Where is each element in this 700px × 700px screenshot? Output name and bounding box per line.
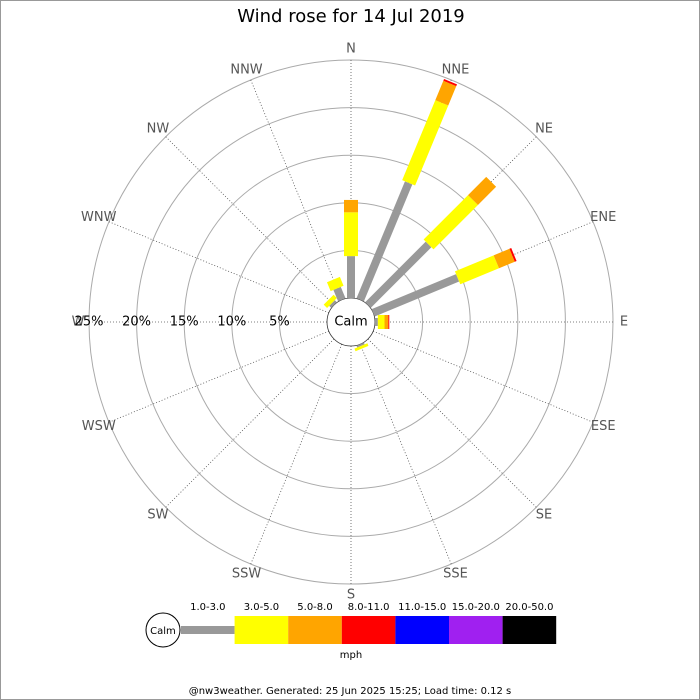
legend-calm-label: Calm: [150, 626, 176, 637]
legend-label: 8.0-11.0: [348, 602, 390, 613]
spoke: [165, 136, 335, 306]
bar-segment: [402, 100, 449, 186]
bar-segment: [423, 195, 478, 250]
legend-calm: [145, 612, 181, 648]
bar-segment: [326, 276, 344, 292]
bar-segment: [454, 255, 499, 285]
bar-segment: [384, 315, 389, 329]
legend-swatch: [234, 616, 289, 644]
bar-segment: [365, 241, 432, 308]
direction-label: N: [346, 42, 356, 57]
legend-swatch: [449, 616, 503, 644]
direction-label: SW: [147, 508, 168, 523]
bar-segment: [329, 300, 337, 308]
spoke: [108, 330, 329, 423]
direction-label: ESE: [591, 419, 616, 434]
bar-segment: [356, 181, 413, 302]
direction-label: WNW: [81, 210, 117, 225]
bar-segment: [344, 212, 358, 257]
legend-swatch: [502, 616, 557, 644]
bar-segment: [344, 199, 358, 213]
spoke: [250, 79, 343, 300]
ring-label: 20%: [122, 315, 151, 330]
bar-segment: [323, 294, 337, 308]
legend-label: 11.0-15.0: [398, 602, 446, 613]
bar-segment: [354, 343, 369, 352]
spoke: [250, 344, 343, 565]
legend-label: 1.0-3.0: [190, 602, 225, 613]
direction-label: NW: [147, 121, 170, 136]
bar-segment: [435, 80, 457, 106]
ring-label: 10%: [217, 315, 246, 330]
bar-segment: [356, 342, 365, 348]
bar-segment: [333, 286, 346, 302]
direction-label: SE: [536, 508, 552, 523]
bar-segment: [493, 248, 515, 269]
legend-swatch: [341, 616, 396, 644]
direction-label: NNE: [442, 62, 470, 77]
bar-segment: [468, 176, 497, 205]
ring-label: 25%: [75, 315, 104, 330]
grid-ring: [183, 154, 519, 490]
direction-label: ENE: [590, 210, 616, 225]
direction-label: NE: [535, 121, 553, 136]
direction-label: NNW: [230, 62, 262, 77]
direction-label: WSW: [82, 419, 116, 434]
bar-segment: [347, 256, 355, 298]
spoke: [367, 338, 537, 508]
direction-label: W: [72, 315, 85, 330]
bar-segment: [509, 248, 517, 262]
spoke: [108, 221, 329, 314]
bar-segment: [377, 315, 385, 329]
direction-label: E: [620, 315, 628, 330]
spoke: [373, 330, 594, 423]
unit-label: mph: [340, 650, 362, 661]
legend-swatch: [395, 616, 449, 644]
chart-title: Wind rose for 14 Jul 2019: [237, 6, 465, 27]
legend-swatch: [181, 626, 235, 634]
legend-swatch: [288, 616, 342, 644]
direction-label: SSW: [232, 567, 262, 582]
legend-label: 15.0-20.0: [452, 602, 500, 613]
spoke: [165, 338, 335, 508]
direction-label: SSE: [443, 567, 468, 582]
bar-segment: [443, 79, 458, 87]
grid-ring: [136, 107, 566, 537]
footer: @nw3weather. Generated: 25 Jun 2025 15:2…: [189, 686, 512, 697]
calm-label: Calm: [334, 315, 367, 330]
bar-segment: [388, 315, 390, 329]
legend-label: 5.0-8.0: [297, 602, 332, 613]
spoke: [359, 344, 452, 565]
legend-label: 3.0-5.0: [244, 602, 279, 613]
direction-label: S: [347, 588, 355, 603]
ring-label: 5%: [269, 315, 290, 330]
bar-segment: [374, 318, 378, 326]
ring-label: 15%: [170, 315, 199, 330]
bar-segment: [371, 274, 460, 317]
legend-label: 20.0-50.0: [505, 602, 553, 613]
